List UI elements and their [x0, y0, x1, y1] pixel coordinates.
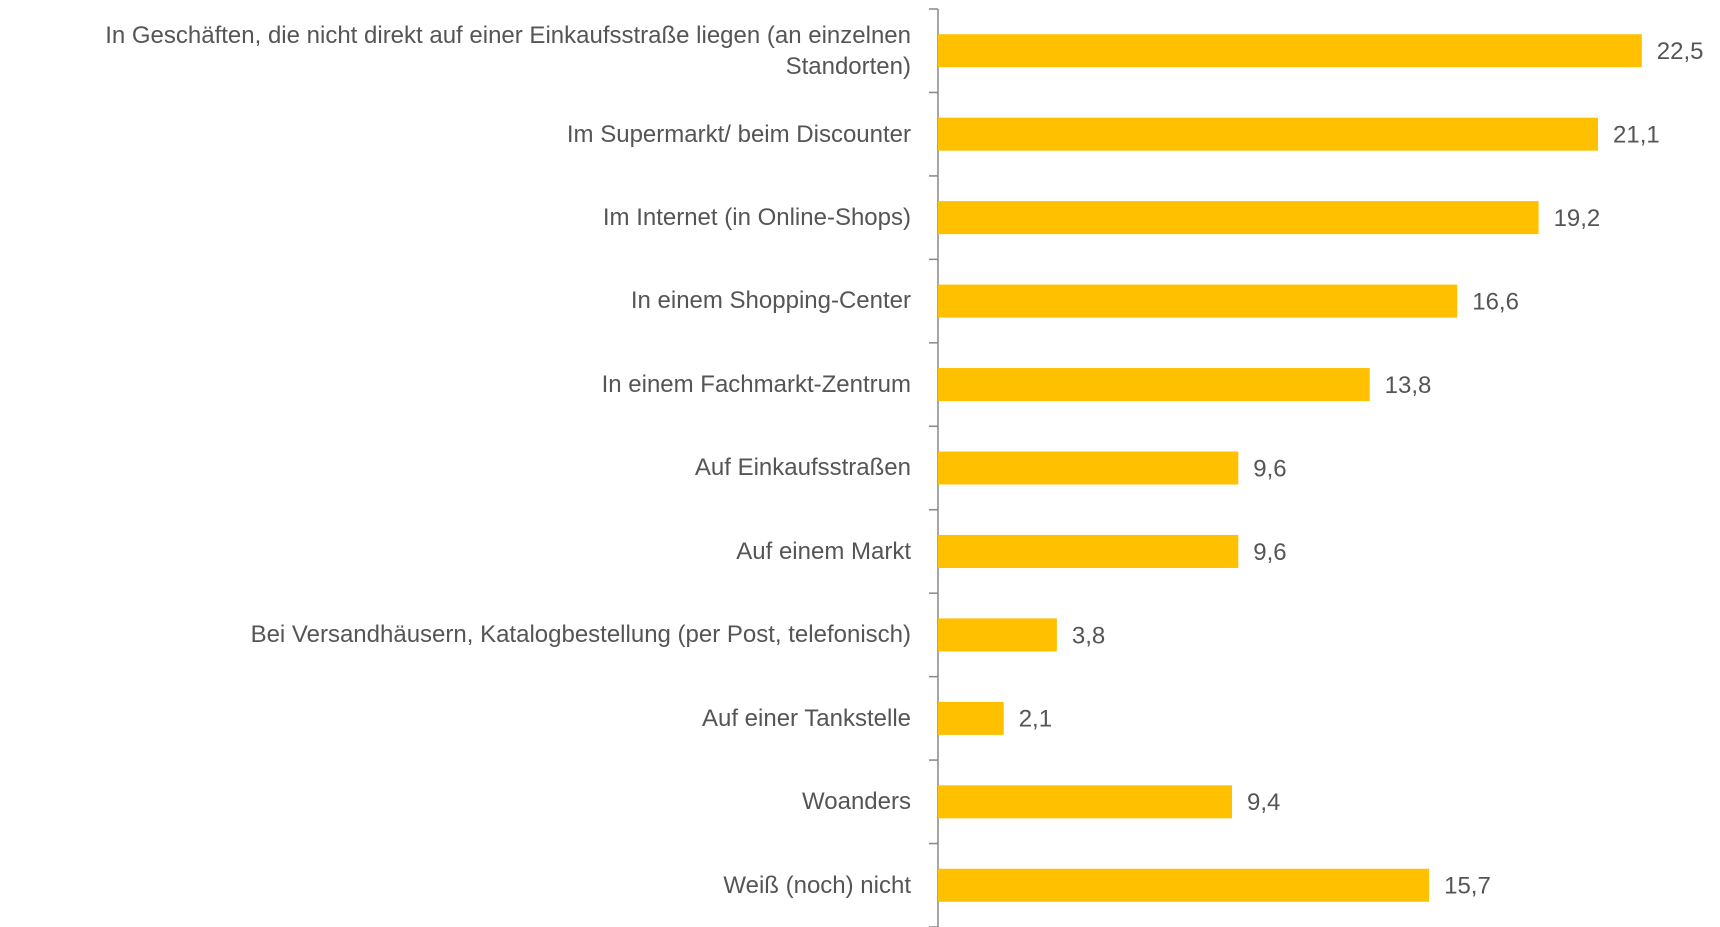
value-label: 2,1: [1019, 706, 1052, 733]
category-label: In einem Fachmarkt-Zentrum: [601, 370, 911, 398]
category-label: Auf einer Tankstelle: [701, 704, 911, 732]
value-label: 21,1: [1613, 122, 1660, 149]
value-label: 15,7: [1444, 873, 1491, 900]
bar: [938, 451, 1239, 485]
value-label: 22,5: [1657, 38, 1704, 65]
bar: [938, 117, 1599, 151]
bar: [938, 201, 1539, 235]
category-label: In Geschäften, die nicht direkt auf eine…: [105, 21, 911, 80]
value-label: 16,6: [1472, 288, 1519, 315]
value-label: 13,8: [1385, 372, 1432, 399]
bar: [938, 368, 1370, 402]
bar: [938, 618, 1057, 652]
bar: [938, 785, 1233, 819]
category-label: Im Internet (in Online-Shops): [602, 204, 911, 232]
category-label: Auf einem Markt: [736, 537, 911, 565]
bar: [938, 701, 1004, 735]
bar: [938, 284, 1458, 318]
category-label: Weiß (noch) nicht: [723, 871, 911, 899]
value-label: 9,6: [1253, 455, 1286, 482]
value-label: 19,2: [1554, 205, 1601, 232]
category-label: Auf Einkaufsstraßen: [694, 454, 911, 482]
value-label: 9,4: [1247, 789, 1280, 816]
category-label: Bei Versandhäusern, Katalogbestellung (p…: [250, 621, 911, 649]
bar: [938, 34, 1642, 68]
category-label: In einem Shopping-Center: [630, 287, 911, 315]
bar: [938, 868, 1430, 902]
category-label: Im Supermarkt/ beim Discounter: [566, 120, 911, 148]
bar: [938, 534, 1239, 568]
category-label: Woanders: [802, 788, 911, 816]
value-label: 3,8: [1072, 622, 1105, 649]
value-label: 9,6: [1253, 539, 1286, 566]
